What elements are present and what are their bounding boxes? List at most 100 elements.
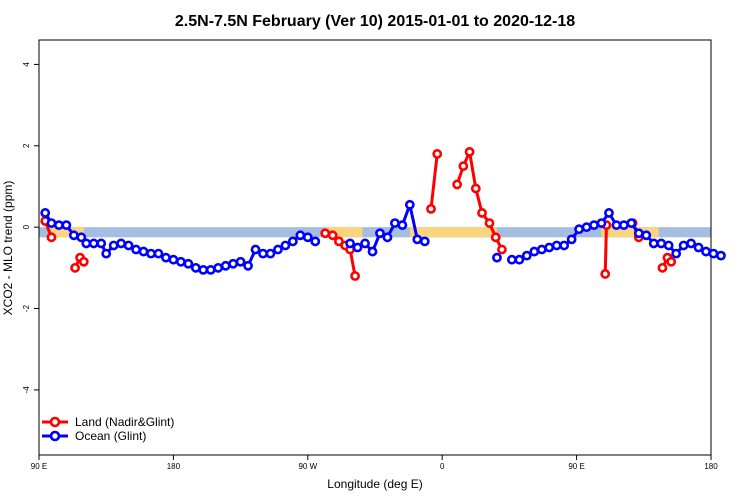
data-point: [470, 183, 481, 194]
data-point: [310, 236, 321, 247]
data-point: [235, 256, 246, 267]
legend: Land (Nadir&Glint)Ocean (Glint): [42, 415, 174, 443]
data-point: [360, 238, 370, 249]
land-ocean-band: [39, 227, 711, 238]
data-point: [78, 256, 89, 267]
data-point: [600, 269, 611, 279]
y-tick-label: 4: [22, 62, 31, 67]
data-point: [258, 248, 268, 259]
data-point: [327, 230, 338, 241]
x-tick-label: 90 W: [298, 462, 317, 471]
data-point: [716, 250, 726, 261]
data-point: [116, 238, 127, 249]
data-point: [426, 203, 436, 214]
data-point: [566, 234, 577, 245]
plot-frame: [38, 39, 712, 456]
data-point: [138, 246, 149, 257]
data-point: [250, 244, 261, 255]
data-point: [452, 179, 463, 190]
data-point: [88, 238, 99, 249]
data-point: [477, 208, 487, 218]
data-point: [190, 262, 201, 273]
data-point: [273, 244, 283, 255]
data-point: [663, 240, 674, 251]
data-point: [648, 238, 659, 249]
data-point: [419, 236, 430, 247]
data-point: [350, 271, 360, 281]
data-point: [397, 220, 408, 231]
data-point: [678, 240, 689, 251]
y-tick-label: 0: [22, 224, 31, 229]
data-point: [81, 238, 92, 249]
data-point: [701, 246, 711, 257]
series-line: [603, 225, 608, 274]
data-point: [497, 244, 507, 255]
data-point: [131, 244, 141, 255]
series-line: [429, 153, 439, 210]
data-point: [618, 220, 629, 231]
data-point: [213, 262, 224, 273]
data-point: [70, 262, 80, 273]
data-point: [666, 256, 677, 267]
data-point: [686, 238, 696, 249]
data-point: [302, 232, 313, 243]
data-point: [46, 232, 57, 243]
y-axis-label: XCO2 - MLO trend (ppm): [1, 181, 15, 316]
data-point: [161, 252, 171, 263]
legend-label: Land (Nadir&Glint): [75, 415, 174, 429]
data-point: [521, 250, 532, 261]
data-point: [432, 149, 443, 159]
legend-marker: [49, 430, 61, 442]
data-point: [205, 264, 216, 275]
land-segment: [48, 227, 84, 238]
data-point: [54, 220, 64, 231]
x-tick-label: 180: [167, 462, 181, 471]
x-tick-label: 0: [440, 462, 445, 471]
data-point: [123, 240, 134, 251]
data-point: [708, 248, 719, 259]
ocean-band: [39, 227, 711, 238]
data-point: [96, 238, 107, 249]
data-point: [506, 254, 517, 265]
data-point: [280, 240, 291, 251]
data-point: [287, 236, 298, 247]
axes: 90 E 180 90 W 0 90 E 180 4 2 0 -2 -4: [22, 39, 718, 471]
data-point: [589, 220, 599, 231]
data-point: [345, 238, 356, 249]
data-point: [198, 264, 209, 275]
data-point: [581, 222, 592, 233]
data-point: [611, 220, 622, 231]
data-point: [458, 161, 469, 172]
data-point: [671, 248, 682, 259]
legend-marker: [49, 416, 61, 428]
data-point: [551, 240, 562, 251]
data-point: [243, 260, 253, 271]
data-point: [536, 244, 547, 255]
data-point: [559, 240, 570, 251]
data-point: [657, 262, 668, 273]
chart-title: 2.5N-7.5N February (Ver 10) 2015-01-01 t…: [175, 13, 575, 30]
data-point: [382, 232, 393, 243]
data-point: [68, 230, 79, 241]
data-point: [76, 232, 87, 243]
data-point: [596, 218, 607, 228]
data-point: [412, 234, 423, 245]
data-point: [574, 224, 584, 235]
data-point: [375, 228, 385, 239]
land-segment: [409, 227, 497, 238]
x-tick-label: 90 E: [568, 462, 584, 471]
data-point: [146, 248, 156, 259]
x-tick-label: 180: [704, 462, 718, 471]
data-point: [153, 248, 164, 259]
legend-label: Ocean (Glint): [75, 429, 146, 443]
data-point: [220, 260, 231, 271]
data-point: [544, 242, 555, 253]
data-point: [490, 232, 501, 243]
data-point: [265, 248, 276, 259]
data-point: [168, 254, 179, 265]
land-segment: [601, 227, 659, 238]
series-1: [40, 199, 726, 275]
data-point: [101, 248, 112, 259]
data-point: [641, 230, 652, 241]
